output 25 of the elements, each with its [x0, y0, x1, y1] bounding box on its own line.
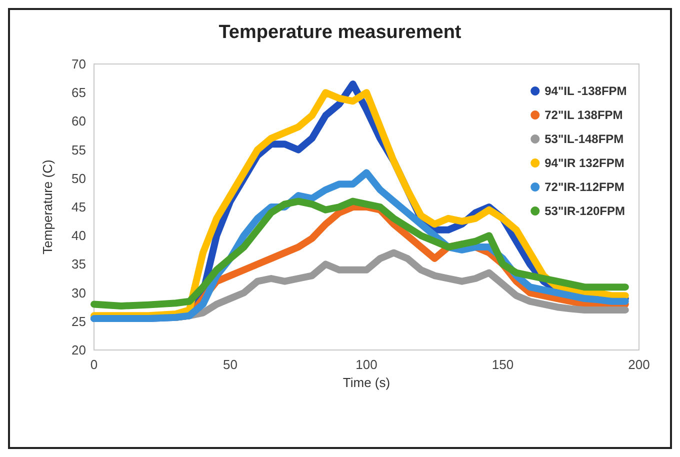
y-tick-label: 60: [72, 114, 86, 129]
x-tick-label: 150: [492, 357, 514, 372]
y-tick-label: 45: [72, 200, 86, 214]
x-tick-label: 0: [90, 357, 98, 372]
x-tick-label: 200: [628, 357, 650, 372]
x-axis-title: Time (s): [342, 375, 390, 390]
y-tick-label: 20: [72, 342, 86, 358]
legend-label: 94"IL -138FPM: [544, 84, 627, 98]
legend-label: 94"IR 132FPM: [544, 156, 624, 170]
y-tick-label: 25: [72, 314, 86, 329]
y-tick-label: 35: [72, 256, 86, 272]
y-tick-label: 55: [72, 142, 86, 158]
y-tick-label: 50: [72, 170, 86, 186]
y-axis-title: Temperature (C): [40, 160, 55, 254]
y-tick-label: 70: [72, 56, 86, 72]
legend-label: 72"IL 138FPM: [544, 108, 623, 122]
legend-label: 53"IL-148FPM: [544, 132, 624, 146]
y-tick-label: 65: [72, 85, 86, 100]
chart-title: Temperature measurement: [218, 22, 462, 43]
x-tick-label: 50: [223, 357, 238, 372]
legend-label: 53"IR-120FPM: [544, 204, 626, 218]
legend-label: 72"IR-112FPM: [544, 180, 624, 194]
y-tick-label: 30: [72, 285, 86, 300]
y-tick-label: 40: [72, 228, 86, 244]
x-tick-label: 100: [356, 357, 378, 372]
